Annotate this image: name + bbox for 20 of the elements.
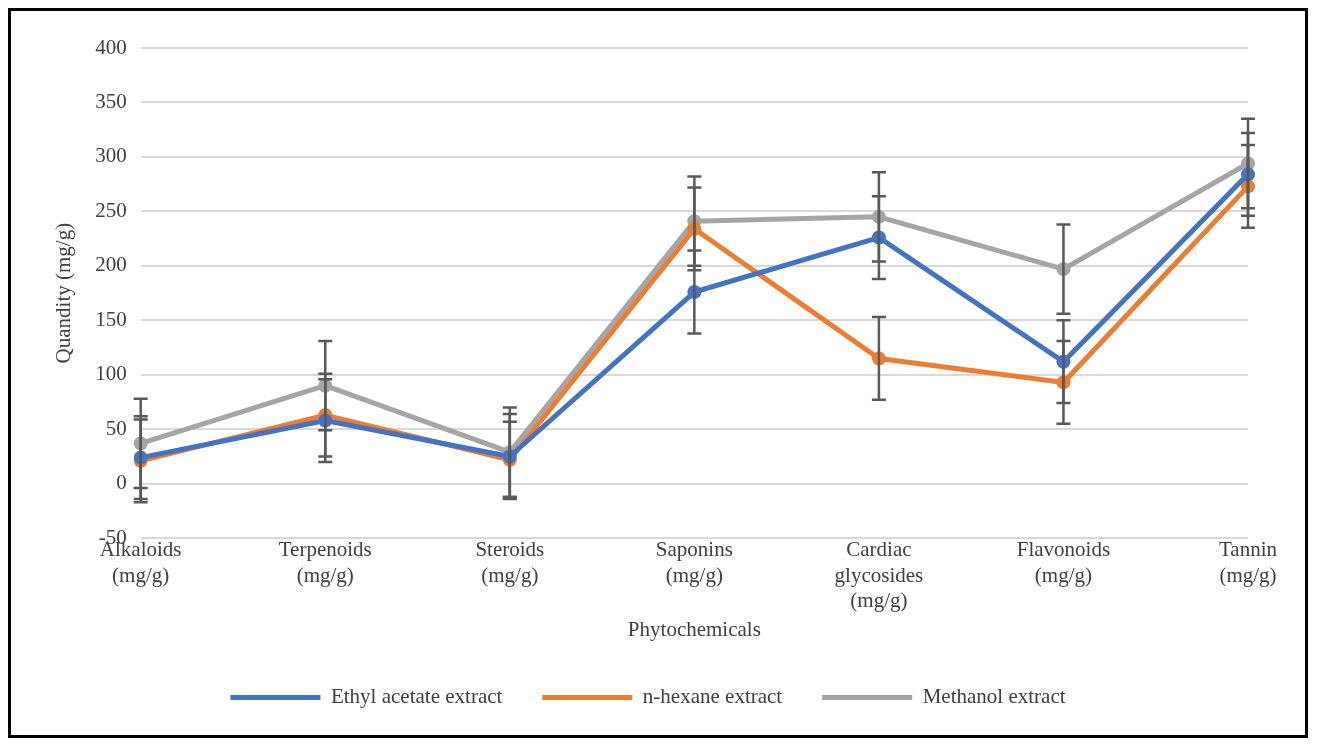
x-tick-label: Cardiac glycosides (mg/g): [834, 537, 924, 612]
legend-label: Ethyl acetate extract: [330, 684, 503, 709]
y-tick-label: 250: [95, 197, 127, 222]
x-tick-label: Terpenoids (mg/g): [278, 537, 372, 587]
y-tick-label: 0: [116, 470, 127, 495]
y-tick-label: 50: [105, 415, 127, 440]
y-tick-label: 300: [95, 143, 127, 168]
x-tick-label: Steroids (mg/g): [475, 537, 545, 587]
x-tick-label: Flavonoids (mg/g): [1016, 537, 1111, 587]
x-tick-label: Tannin (mg/g): [1218, 537, 1278, 587]
y-tick-label: 150: [95, 306, 127, 331]
y-tick-label: 100: [95, 361, 127, 386]
y-tick-label: 200: [95, 252, 127, 277]
y-tick-label: 400: [95, 34, 127, 59]
x-tick-label: Saponins (mg/g): [655, 537, 733, 587]
x-axis-title: Phytochemicals: [627, 616, 761, 641]
y-tick-label: 350: [95, 88, 127, 113]
legend-label: Methanol extract: [922, 684, 1066, 709]
y-axis-title: Quandity (mg/g): [51, 222, 76, 364]
legend-label: n-hexane extract: [642, 684, 783, 709]
